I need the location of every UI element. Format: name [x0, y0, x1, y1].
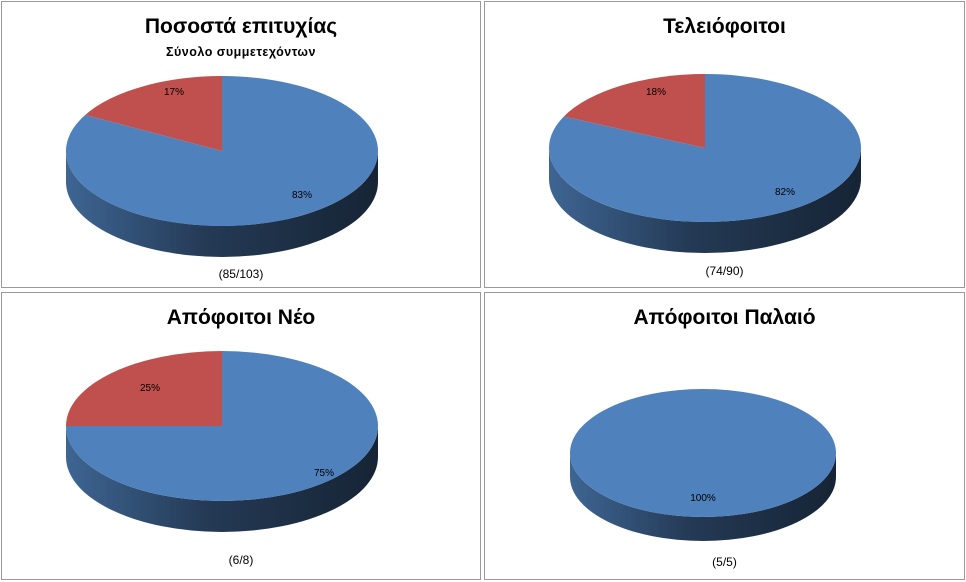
pie-data-label: 25%: [140, 383, 160, 394]
pie-data-label: 82%: [775, 187, 795, 198]
pie-data-label: 18%: [646, 87, 666, 98]
chart-title: Τελειόφοιτοι: [663, 15, 786, 38]
chart-title: Απόφοιτοι Νέο: [166, 306, 316, 329]
chart-panel-graduates-new: Απόφοιτοι Νέο 75% 25% (6/8): [1, 292, 481, 580]
pie-slice: [563, 74, 705, 148]
pie-data-label: 100%: [690, 493, 716, 504]
pie-chart: 83% 17%: [66, 76, 379, 257]
pie-slice: [66, 351, 222, 426]
chart-footer-count: (5/5): [712, 555, 737, 569]
pie-data-label: 83%: [292, 190, 312, 201]
pie-slice: [85, 76, 222, 151]
chart-subtitle: Σύνολο συμμετεχόντων: [166, 45, 316, 59]
pie-side-wall: [549, 148, 861, 253]
chart-footer-count: (85/103): [218, 267, 264, 281]
pie-chart: 100%: [570, 389, 836, 541]
pie-slice: [570, 389, 836, 517]
pie-chart: 75% 25%: [66, 351, 378, 532]
chart-panel-seniors: Τελειόφοιτοι 82% 18% (74/90): [484, 1, 965, 288]
pie-side-wall: [66, 151, 378, 257]
chart-title: Απόφοιτοι Παλαιό: [633, 306, 816, 329]
pie-slice: [66, 76, 379, 226]
pie-data-label: 75%: [314, 468, 334, 479]
pie-slice: [549, 74, 862, 222]
chart-panel-graduates-old: Απόφοιτοι Παλαιό 100% (5/5): [484, 292, 965, 580]
pie-side-wall: [570, 453, 836, 541]
chart-footer-count: (6/8): [228, 553, 254, 567]
pie-data-label: 17%: [164, 87, 184, 98]
pie-side-wall: [66, 426, 378, 532]
chart-panel-success-rate: Ποσοστά επιτυχίας Σύνολο συμμετεχόντων 8…: [1, 1, 481, 288]
chart-footer-count: (74/90): [705, 264, 744, 278]
chart-title: Ποσοστά επιτυχίας: [144, 15, 338, 38]
pie-chart: 82% 18%: [549, 74, 862, 253]
